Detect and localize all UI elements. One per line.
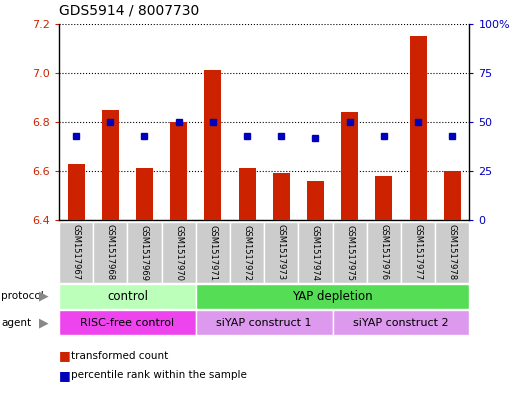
Bar [299,222,332,283]
Text: protocol: protocol [1,291,44,301]
Text: control: control [107,290,148,303]
Text: GSM1517977: GSM1517977 [413,224,423,281]
Bar [341,112,358,220]
Text: ▶: ▶ [39,290,49,303]
Bar [127,222,162,283]
Bar [307,181,324,220]
Bar [376,176,392,220]
Bar [444,171,461,220]
Bar [68,163,85,220]
Text: siYAP construct 1: siYAP construct 1 [216,318,312,328]
Text: GSM1517970: GSM1517970 [174,224,183,281]
Text: GSM1517975: GSM1517975 [345,224,354,281]
Text: GDS5914 / 8007730: GDS5914 / 8007730 [59,4,199,18]
Bar [59,284,196,309]
Bar [59,222,93,283]
Text: percentile rank within the sample: percentile rank within the sample [71,370,247,380]
Text: GSM1517968: GSM1517968 [106,224,115,281]
Text: GSM1517978: GSM1517978 [448,224,457,281]
Text: GSM1517969: GSM1517969 [140,224,149,281]
Bar [401,222,435,283]
Text: ▶: ▶ [39,316,49,329]
Text: RISC-free control: RISC-free control [81,318,174,328]
Text: GSM1517972: GSM1517972 [243,224,251,281]
Bar [264,222,299,283]
Text: GSM1517967: GSM1517967 [72,224,81,281]
Bar [196,222,230,283]
Text: siYAP construct 2: siYAP construct 2 [353,318,449,328]
Bar [170,122,187,220]
Bar [239,169,255,220]
Bar [136,169,153,220]
Text: ■: ■ [59,369,71,382]
Bar [93,222,127,283]
Text: GSM1517974: GSM1517974 [311,224,320,281]
Text: transformed count: transformed count [71,351,168,361]
Bar [332,310,469,335]
Text: agent: agent [1,318,31,328]
Text: ■: ■ [59,349,71,362]
Bar [332,222,367,283]
Bar [102,110,119,220]
Text: GSM1517971: GSM1517971 [208,224,218,281]
Bar [162,222,196,283]
Bar [435,222,469,283]
Bar [196,310,332,335]
Bar [273,173,290,220]
Bar [230,222,264,283]
Text: GSM1517976: GSM1517976 [380,224,388,281]
Text: YAP depletion: YAP depletion [292,290,373,303]
Text: GSM1517973: GSM1517973 [277,224,286,281]
Bar [204,70,222,220]
Bar [409,36,427,220]
Bar [367,222,401,283]
Bar [196,284,469,309]
Bar [59,310,196,335]
